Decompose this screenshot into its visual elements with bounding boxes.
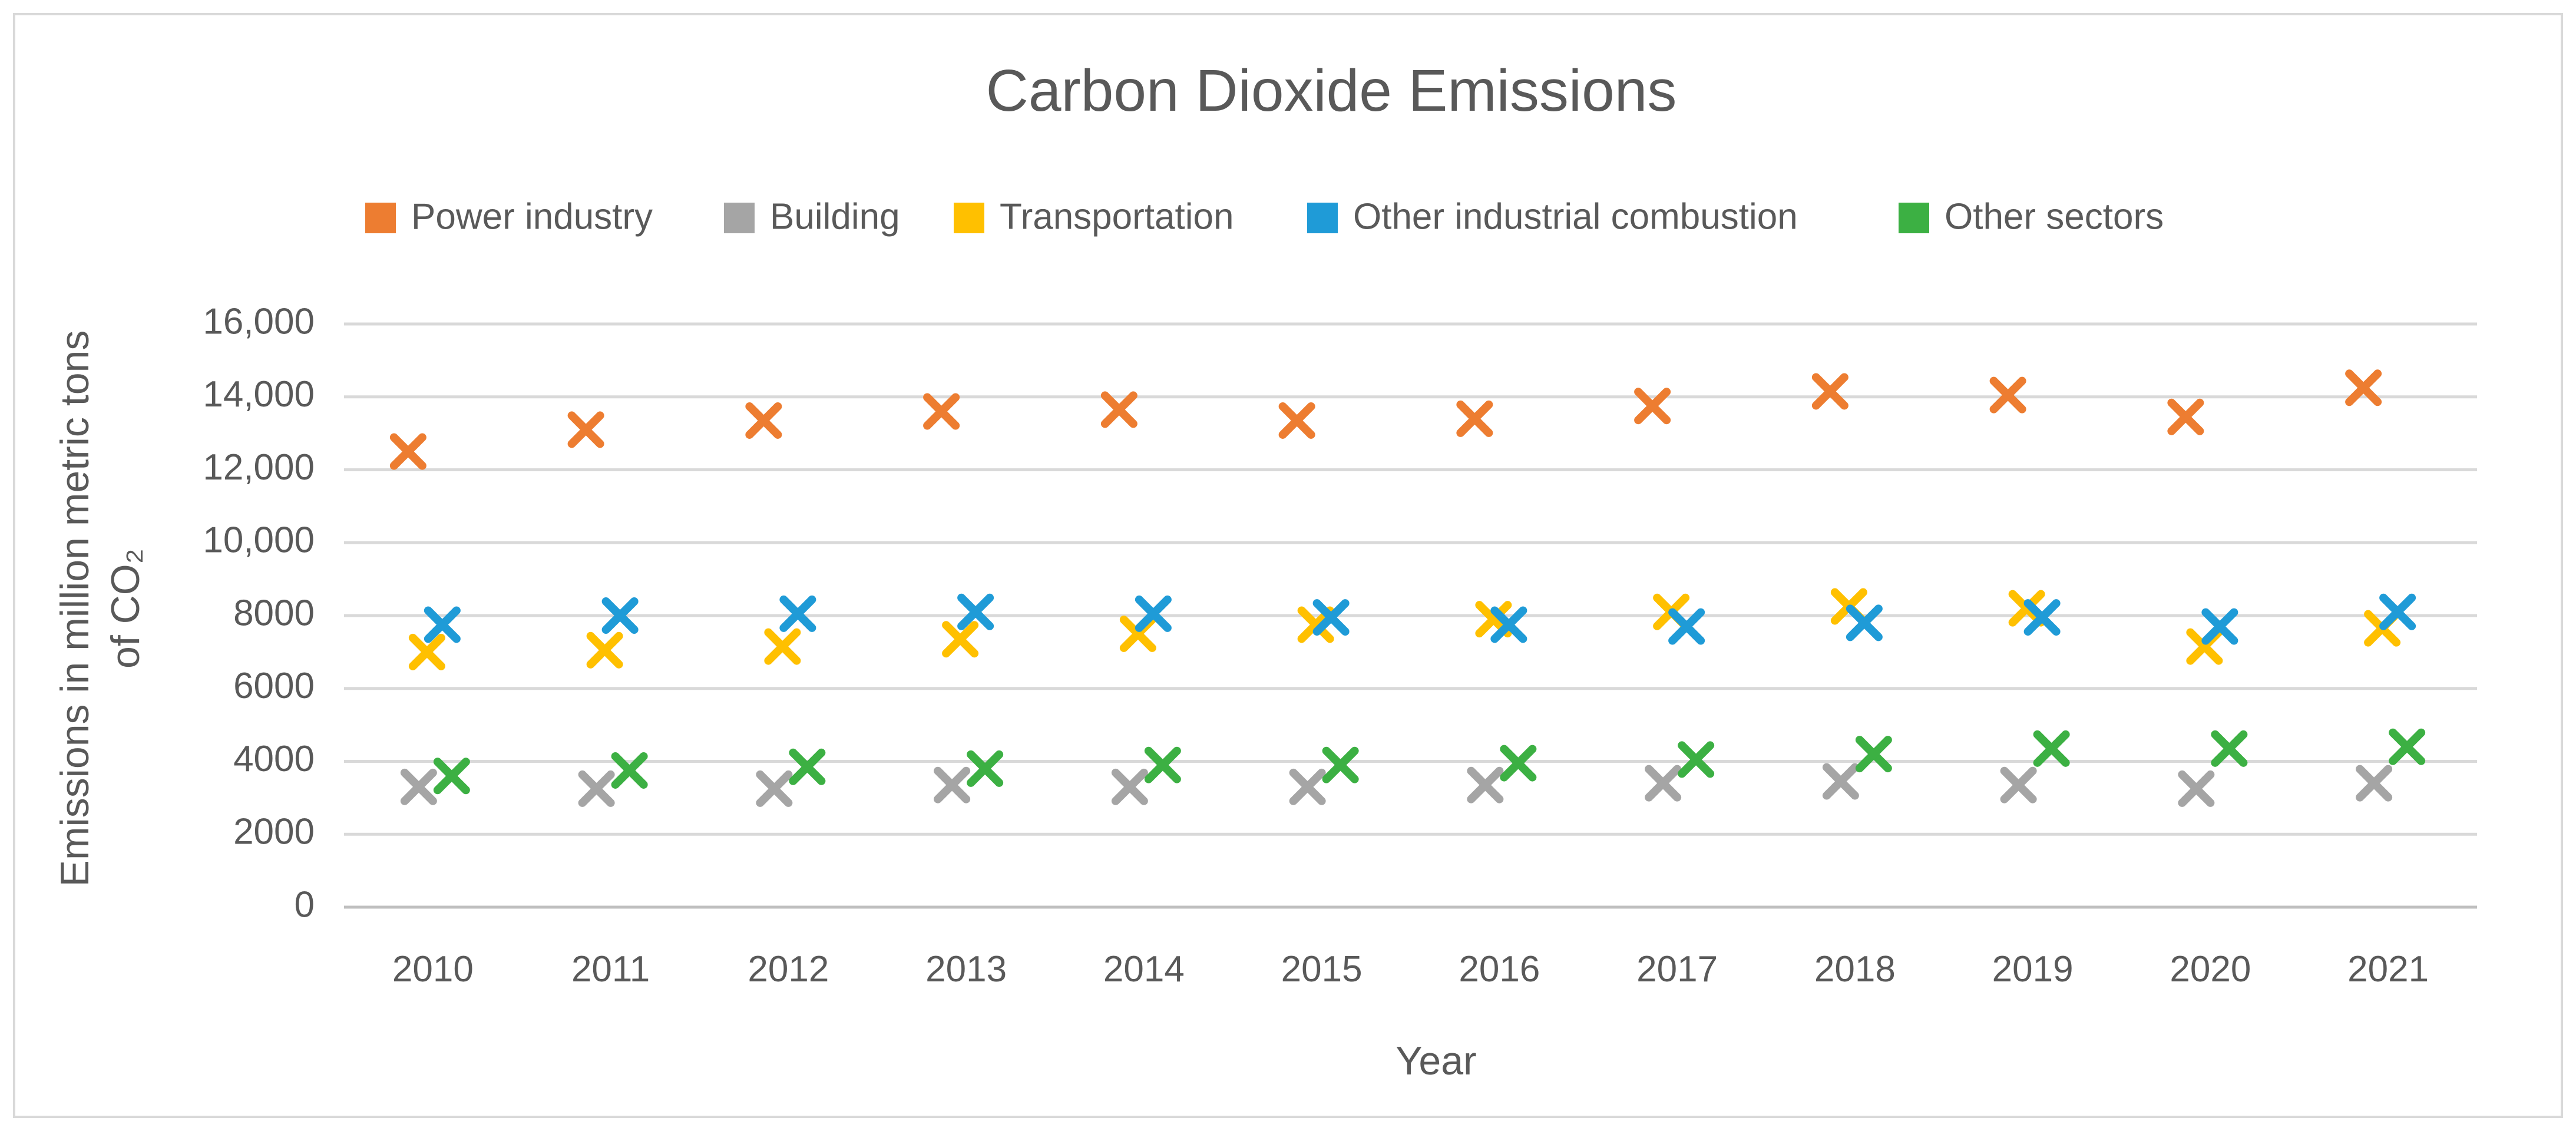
x-tick-label-2016: 2016	[1459, 949, 1540, 990]
x-tick-label-2013: 2013	[925, 949, 1007, 990]
legend-swatch-transportation	[954, 203, 984, 233]
x-tick-label-2019: 2019	[1992, 949, 2074, 990]
marker-power-industry-2020	[2167, 398, 2204, 435]
chart-title: Carbon Dioxide Emissions	[986, 58, 1677, 124]
marker-transportation-2010	[408, 633, 445, 670]
x-tick-label-2011: 2011	[571, 949, 650, 990]
legend-swatch-power-industry	[365, 203, 396, 233]
marker-power-industry-2011	[567, 411, 604, 448]
legend-label-other-industrial-combustion: Other industrial combustion	[1353, 196, 1798, 237]
marker-other-industrial-combustion-2018	[1846, 604, 1883, 641]
marker-other-industrial-combustion-2012	[779, 595, 816, 632]
gridlines	[344, 322, 2477, 909]
x-tick-label-2012: 2012	[748, 949, 829, 990]
marker-other-sectors-2016	[1500, 745, 1537, 782]
marker-other-sectors-2011	[611, 752, 648, 789]
marker-power-industry-2010	[389, 433, 426, 470]
y-tick-label-16000: 16,000	[203, 301, 315, 342]
marker-building-2013	[934, 766, 971, 803]
x-tick-label-2017: 2017	[1636, 949, 1718, 990]
marker-other-industrial-combustion-2021	[2379, 593, 2416, 630]
x-tick-label-2021: 2021	[2347, 949, 2429, 990]
marker-transportation-2013	[942, 621, 979, 658]
marker-other-industrial-combustion-2010	[424, 606, 461, 643]
marker-power-industry-2013	[923, 393, 960, 430]
legend-label-transportation: Transportation	[1000, 196, 1234, 237]
data-markers	[389, 369, 2426, 807]
y-tick-label-4000: 4000	[233, 739, 315, 779]
y-tick-label-10000: 10,000	[203, 520, 315, 561]
marker-power-industry-2014	[1100, 391, 1137, 428]
marker-power-industry-2016	[1456, 400, 1493, 437]
legend: Power industry Building Transportation Othe…	[365, 196, 2164, 237]
legend-swatch-building	[724, 203, 755, 233]
x-tick-label-2015: 2015	[1281, 949, 1363, 990]
marker-other-industrial-combustion-2014	[1135, 595, 1172, 632]
marker-building-2012	[756, 770, 793, 807]
y-tick-label-12000: 12,000	[203, 447, 315, 488]
marker-transportation-2011	[586, 631, 623, 669]
marker-other-industrial-combustion-2013	[957, 593, 994, 630]
legend-label-building: Building	[770, 196, 900, 237]
marker-other-sectors-2017	[1678, 741, 1715, 778]
marker-building-2011	[578, 770, 615, 807]
marker-building-2010	[400, 768, 437, 805]
x-tick-label-2014: 2014	[1103, 949, 1185, 990]
chart-frame	[13, 13, 2563, 1118]
y-tick-label-14000: 14,000	[203, 374, 315, 415]
marker-power-industry-2018	[1811, 373, 1848, 410]
marker-power-industry-2015	[1278, 402, 1315, 439]
x-axis-tick-labels: 2010 2011 2012 2013 2014 2015 2016 2017 2018 2019…	[392, 949, 2429, 990]
marker-building-2016	[1467, 766, 1504, 803]
marker-other-sectors-2010	[433, 758, 470, 795]
y-axis-tick-labels: 0 2000 4000 6000 8000 10,000 12,000 14,000 16,00…	[203, 301, 315, 925]
marker-other-sectors-2021	[2389, 728, 2426, 765]
marker-other-industrial-combustion-2011	[601, 597, 639, 634]
marker-building-2015	[1289, 768, 1326, 805]
marker-building-2017	[1645, 765, 1682, 802]
x-tick-label-2020: 2020	[2170, 949, 2251, 990]
marker-other-sectors-2020	[2211, 730, 2248, 767]
marker-building-2020	[2178, 770, 2215, 807]
marker-other-sectors-2014	[1144, 746, 1181, 783]
marker-other-sectors-2018	[1855, 736, 1892, 773]
marker-other-sectors-2013	[967, 750, 1004, 787]
marker-other-sectors-2015	[1322, 746, 1359, 783]
legend-label-other-sectors: Other sectors	[1945, 196, 2164, 237]
marker-other-industrial-combustion-2017	[1668, 608, 1705, 645]
marker-power-industry-2017	[1634, 388, 1671, 425]
marker-other-industrial-combustion-2015	[1312, 599, 1350, 636]
legend-swatch-other-industrial-combustion	[1307, 203, 1338, 233]
y-tick-label-2000: 2000	[233, 812, 315, 852]
y-tick-label-6000: 6000	[233, 666, 315, 706]
marker-other-industrial-combustion-2020	[2201, 608, 2238, 645]
marker-other-industrial-combustion-2016	[1490, 606, 1527, 643]
x-axis-title: Year	[1396, 1039, 1476, 1083]
marker-power-industry-2012	[745, 402, 782, 439]
marker-transportation-2012	[764, 628, 801, 665]
marker-other-industrial-combustion-2019	[2023, 599, 2061, 636]
y-tick-label-0: 0	[295, 884, 315, 925]
marker-building-2014	[1111, 768, 1148, 805]
x-tick-label-2018: 2018	[1814, 949, 1896, 990]
y-axis-title: Emissions in million metric tons of CO₂	[52, 330, 148, 887]
y-tick-label-8000: 8000	[233, 593, 315, 633]
marker-power-industry-2019	[1989, 376, 2026, 414]
y-axis-title-line-2: of CO₂	[103, 548, 148, 669]
marker-building-2021	[2356, 765, 2393, 802]
marker-building-2019	[2000, 766, 2037, 803]
marker-building-2018	[1822, 763, 1859, 800]
legend-label-power-industry: Power industry	[411, 196, 653, 237]
marker-other-sectors-2019	[2033, 730, 2070, 767]
marker-other-sectors-2012	[789, 748, 826, 785]
marker-power-industry-2021	[2345, 369, 2382, 406]
y-axis-title-line-1: Emissions in million metric tons	[52, 330, 97, 887]
x-tick-label-2010: 2010	[392, 949, 474, 990]
legend-swatch-other-sectors	[1899, 203, 1929, 233]
